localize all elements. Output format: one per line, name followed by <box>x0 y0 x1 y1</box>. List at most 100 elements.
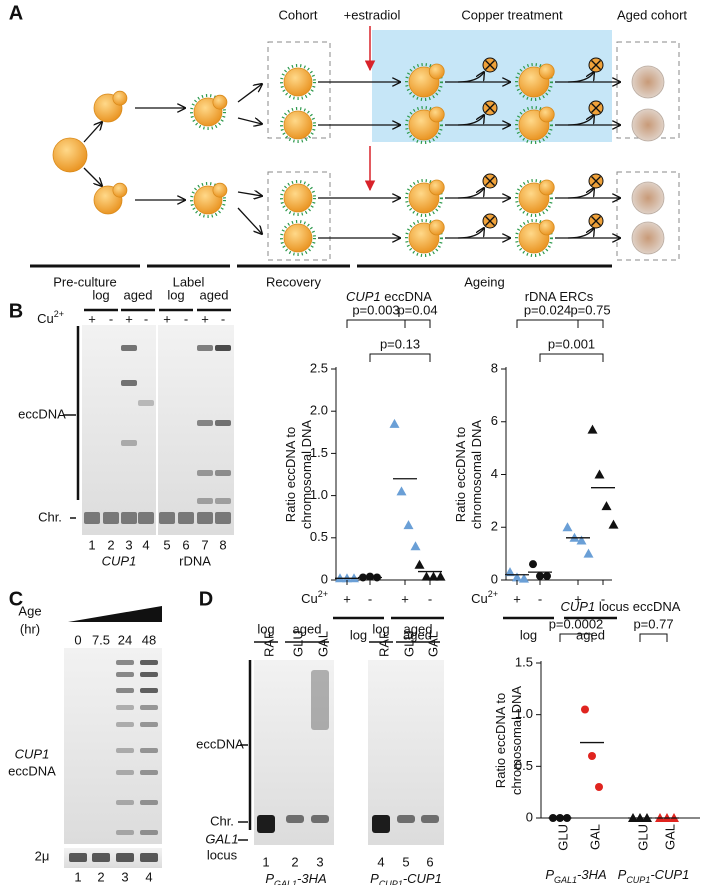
data-point <box>519 573 529 583</box>
x-tick-label: - <box>538 591 542 606</box>
p-value: p=0.75 <box>570 302 610 317</box>
cell-label-coat <box>405 106 443 144</box>
bud <box>538 219 555 236</box>
blot-band <box>116 853 134 862</box>
cu-label-part: 2+ <box>488 589 498 599</box>
bud <box>212 94 228 110</box>
data-point <box>536 572 544 581</box>
data-point <box>587 424 598 434</box>
blot-band <box>116 688 134 693</box>
medium-label: RAF <box>261 631 276 657</box>
bud <box>428 179 445 196</box>
rule <box>237 207 262 234</box>
strain-label-part: GAL1 <box>274 879 297 885</box>
age-value: 0 <box>74 632 81 647</box>
strain-label: PGAL1-3HA <box>545 867 606 885</box>
branch-arrow <box>457 115 484 126</box>
chart-title-part: CUP1 <box>346 289 381 304</box>
significance-bracket <box>559 633 593 642</box>
blot <box>82 325 156 535</box>
cu-label: Cu2+ <box>471 589 498 606</box>
blot-band <box>311 670 329 730</box>
branch-arrow <box>457 228 484 239</box>
p-value: p=0.04 <box>397 302 437 317</box>
x-tick-label: - <box>428 591 432 606</box>
blot-band <box>69 853 87 862</box>
blot <box>64 648 162 844</box>
rule <box>485 103 495 113</box>
lane-number: 7 <box>201 537 208 552</box>
lane-number: 4 <box>142 537 149 552</box>
lane-number: 5 <box>402 854 409 869</box>
y-tick-label: 4 <box>491 466 498 481</box>
blot-band <box>197 470 213 476</box>
blot-band <box>138 400 154 406</box>
chart-title: CUP1 eccDNA <box>346 289 432 304</box>
data-point <box>576 535 587 545</box>
age-label: Age <box>18 603 41 618</box>
y-tick-label: 0 <box>491 571 498 586</box>
p-value: p=0.024 <box>524 302 571 317</box>
data-point <box>389 418 400 428</box>
rule <box>591 176 601 186</box>
data-point <box>428 571 439 581</box>
probe-label: CUP1 <box>15 746 50 761</box>
data-point <box>608 519 619 529</box>
blot-band <box>140 672 158 677</box>
chart-title: CUP1 locus eccDNA <box>561 599 681 614</box>
x-tick-label: + <box>401 591 409 606</box>
blot-band <box>215 470 231 476</box>
cu-label: Cu2+ <box>301 589 328 606</box>
lane-number: 4 <box>377 854 384 869</box>
blot-group-label: aged <box>404 621 433 636</box>
treatment-label: - <box>221 311 225 326</box>
y-axis-label: Ratio eccDNA tochromosomal DNA <box>493 686 524 795</box>
bud <box>538 179 555 196</box>
y-axis-label-line: Ratio eccDNA to <box>453 427 468 522</box>
age-value: 48 <box>142 632 156 647</box>
y-tick-label: 1.5 <box>310 445 328 460</box>
p-value: p=0.0002 <box>549 616 604 631</box>
significance-bracket <box>516 319 579 328</box>
data-point <box>410 541 421 551</box>
blot <box>64 848 162 868</box>
blot-band <box>116 770 134 775</box>
lane-number: 1 <box>88 537 95 552</box>
blot-band <box>116 660 134 665</box>
y-axis-label-line: Ratio eccDNA to <box>283 427 298 522</box>
y-axis-label-line: chromosomal DNA <box>469 420 484 529</box>
x-tick-label: GLU <box>555 824 570 851</box>
group-label: aged <box>403 627 432 642</box>
rule <box>83 167 102 186</box>
blot-band <box>103 512 119 524</box>
blot-band <box>121 512 137 524</box>
blot-band <box>84 512 100 524</box>
strain-label-part: GAL1 <box>554 875 577 885</box>
blot-band <box>197 345 213 351</box>
treatment-label: - <box>109 311 113 326</box>
data-point <box>581 705 589 714</box>
blot-band <box>140 830 158 835</box>
cell <box>283 183 313 213</box>
probe-label: eccDNA <box>8 763 56 778</box>
cu-label-part: Cu <box>471 591 488 606</box>
blot-group-label: aged <box>200 287 229 302</box>
age-label: (hr) <box>20 621 40 636</box>
lane-number: 3 <box>316 854 323 869</box>
age-value: 7.5 <box>92 632 110 647</box>
branch-arrow <box>567 228 594 239</box>
y-axis-label: Ratio eccDNA tochromosomal DNA <box>283 420 314 529</box>
medium-label: GAL <box>315 631 330 657</box>
y-tick-label: 0.5 <box>515 758 533 773</box>
blot-band <box>116 830 134 835</box>
data-point <box>588 752 596 760</box>
medium-label: GLU <box>290 630 305 657</box>
blot-group-label: log <box>257 621 274 636</box>
stage-label: Pre-culture <box>53 274 117 289</box>
branch-arrow <box>567 115 594 126</box>
lane-number: 2 <box>107 537 114 552</box>
blot-band <box>121 345 137 351</box>
data-point <box>435 571 446 581</box>
chart-title-part: CUP1 <box>561 599 596 614</box>
